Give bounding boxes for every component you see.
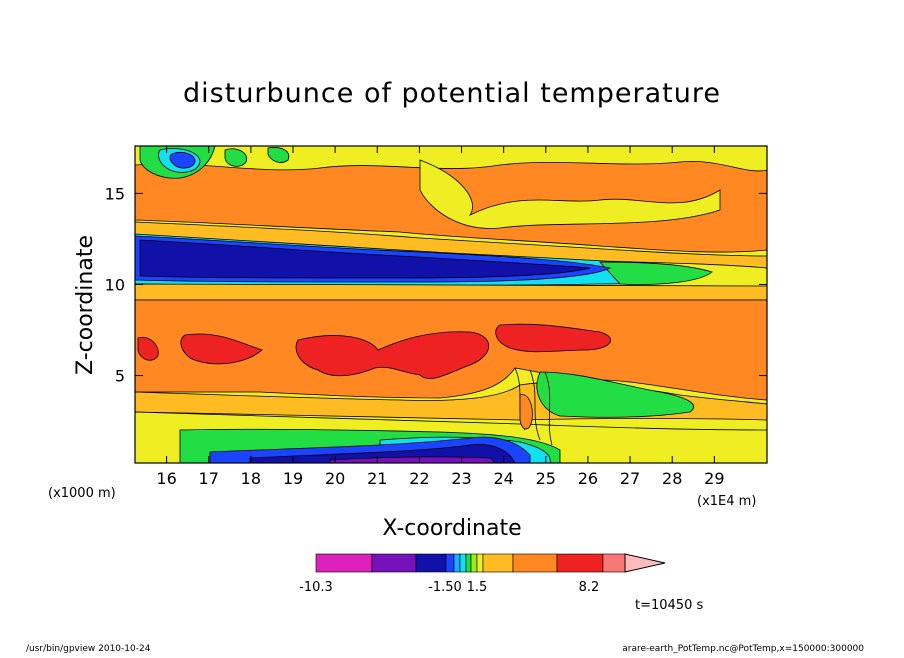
x-tick-label: 16 <box>156 469 176 488</box>
x-tick-label: 24 <box>493 469 513 488</box>
contour-right-green <box>536 371 695 418</box>
chart-title: disturbunce of potential temperature <box>183 78 721 109</box>
colorbar-label-pos: 1.5 <box>467 580 488 595</box>
x-tick-label: 20 <box>325 469 345 488</box>
x-unit-right: (x1E4 m) <box>697 494 756 509</box>
contour-red-blob-1 <box>137 337 159 361</box>
colorbar <box>315 553 666 573</box>
colorbar-swatch <box>602 553 626 573</box>
colorbar-swatch <box>470 553 478 573</box>
contour-top-yellow <box>419 159 721 229</box>
contour-top-green-3 <box>267 147 290 163</box>
colorbar-swatch <box>453 553 461 573</box>
colorbar-swatch <box>512 553 558 573</box>
x-tick-label: 17 <box>199 469 219 488</box>
plot-frame <box>134 145 768 464</box>
colorbar-swatch <box>371 553 417 573</box>
time-label: t=10450 s <box>635 598 703 613</box>
x-tick-label: 25 <box>536 469 556 488</box>
colorbar-label-max: 8.2 <box>579 580 600 595</box>
contour-red-blob-4 <box>495 323 612 353</box>
x-unit-left: (x1000 m) <box>48 486 116 501</box>
x-tick-label: 18 <box>241 469 261 488</box>
x-tick-label: 28 <box>662 469 682 488</box>
contour-top-blue <box>169 152 196 169</box>
contour-wave-orange <box>519 394 533 430</box>
contour-top-green-2 <box>224 148 248 167</box>
colorbar-swatch <box>482 553 514 573</box>
x-tick-label: 26 <box>578 469 598 488</box>
contour-bottom-purple <box>329 456 496 463</box>
contour-red-blob-2 <box>180 333 263 365</box>
colorbar-swatch <box>476 553 484 573</box>
colorbar-swatch <box>459 553 467 573</box>
x-axis-title: X-coordinate <box>382 516 521 541</box>
footer-left: /usr/bin/gpview 2010-10-24 <box>26 644 151 654</box>
colorbar-swatch <box>465 553 472 573</box>
x-tick-label: 22 <box>409 469 429 488</box>
y-tick-label: 15 <box>105 184 125 203</box>
x-tick-label: 23 <box>451 469 471 488</box>
contour-band-yellow-2 <box>135 283 767 301</box>
y-axis-ticks: 5 10 15 <box>105 184 767 386</box>
colorbar-swatch <box>315 553 373 573</box>
y-tick-label: 10 <box>105 275 125 294</box>
x-axis-ticks: 16 17 18 19 20 21 22 23 24 25 26 27 28 29 <box>156 146 725 488</box>
colorbar-swatch <box>445 553 455 573</box>
contour-red-blob-3 <box>295 331 489 380</box>
y-axis-title: Z-coordinate <box>73 235 98 375</box>
colorbar-swatch <box>415 553 447 573</box>
contour-blue-band-green <box>599 261 713 285</box>
x-tick-label: 19 <box>283 469 303 488</box>
colorbar-arrow <box>624 553 666 573</box>
y-tick-label: 5 <box>115 367 125 386</box>
x-tick-label: 21 <box>367 469 387 488</box>
x-tick-label: 27 <box>620 469 640 488</box>
colorbar-swatch <box>556 553 604 573</box>
footer-right: arare-earth_PotTemp.nc@PotTemp,x=150000:… <box>622 644 864 654</box>
contour-blue-band-dark <box>139 239 591 279</box>
colorbar-label-neg: -1.50 <box>428 580 462 595</box>
contour-field <box>135 146 767 463</box>
colorbar-label-min: -10.3 <box>299 580 333 595</box>
x-tick-label: 29 <box>704 469 724 488</box>
